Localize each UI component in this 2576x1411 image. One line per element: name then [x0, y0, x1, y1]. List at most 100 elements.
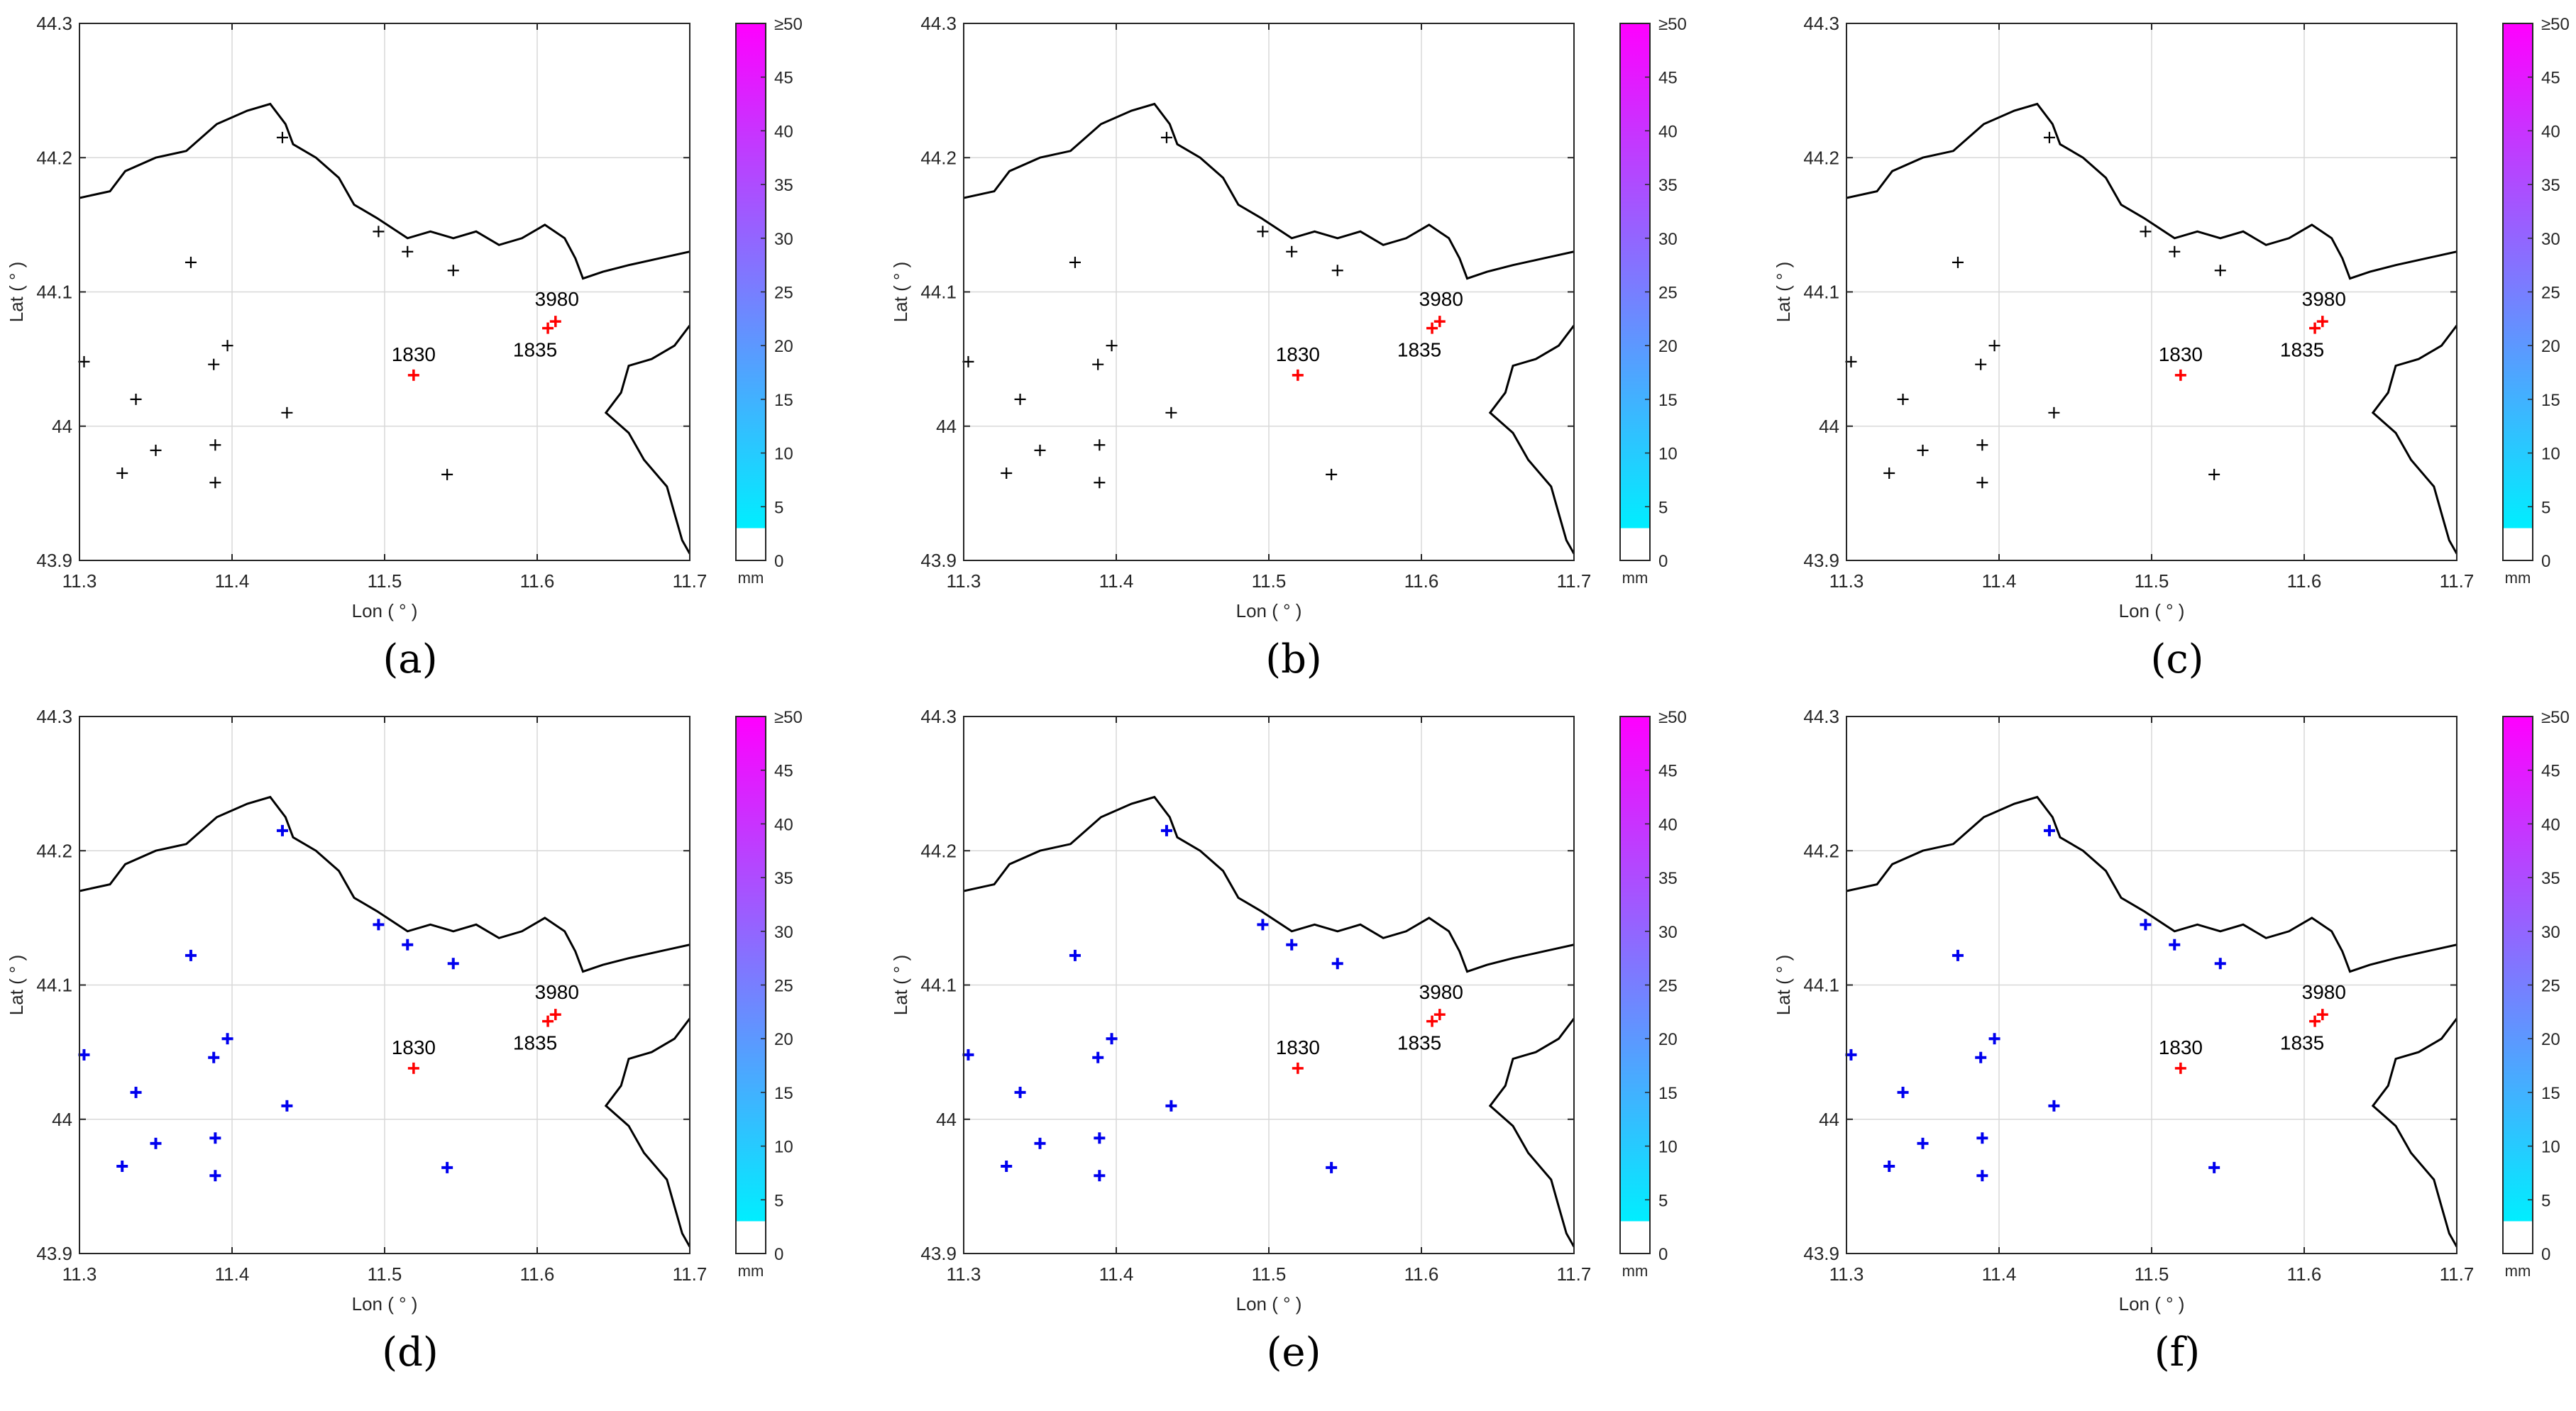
heatmap-cell — [2014, 439, 2030, 454]
heatmap-cell — [293, 157, 309, 172]
heatmap-cell — [293, 131, 309, 145]
heatmap-cell — [1070, 238, 1086, 253]
heatmap-cell — [1360, 533, 1377, 548]
heatmap-cell — [2197, 493, 2213, 507]
heatmap-cell — [2213, 36, 2229, 51]
heatmap-cell — [2304, 278, 2321, 293]
heatmap-cell — [232, 292, 248, 306]
heatmap-cell — [1846, 50, 1863, 65]
heatmap-cell — [1406, 507, 1422, 521]
heatmap-cell — [552, 224, 568, 239]
heatmap-cell — [79, 157, 96, 172]
heatmap-cell — [1922, 265, 1939, 280]
heatmap-cell — [2365, 278, 2382, 293]
heatmap-cell — [171, 372, 187, 387]
heatmap-cell — [2152, 359, 2168, 373]
heatmap-cell — [2411, 426, 2427, 441]
heatmap-cell — [1040, 63, 1056, 78]
heatmap-cell — [186, 533, 202, 548]
heatmap-cell — [1147, 453, 1163, 467]
heatmap-cell — [1009, 211, 1025, 226]
heatmap-cell — [1116, 520, 1133, 534]
heatmap-cell — [1969, 426, 1985, 441]
heatmap-cell — [1528, 265, 1544, 280]
heatmap-cell — [1101, 265, 1117, 280]
heatmap-cell — [1086, 426, 1102, 441]
heatmap-cell — [2396, 211, 2412, 226]
heatmap-cell — [2289, 399, 2305, 414]
heatmap-cell — [1299, 278, 1316, 293]
heatmap-cell — [583, 117, 599, 132]
heatmap-cell — [522, 104, 538, 118]
heatmap-cell — [1192, 184, 1209, 199]
heatmap-cell — [202, 23, 218, 38]
heatmap-cell — [964, 399, 980, 414]
heatmap-cell — [186, 184, 202, 199]
heatmap-cell — [1969, 198, 1985, 212]
heatmap-cell — [1208, 224, 1224, 239]
heatmap-cell — [2350, 131, 2366, 145]
heatmap-cell — [674, 36, 690, 51]
heatmap-cell — [1299, 171, 1316, 185]
heatmap-cell — [125, 426, 141, 441]
heatmap-cell — [1938, 507, 1954, 521]
heatmap-cell — [2014, 131, 2030, 145]
heatmap-cell — [2304, 63, 2321, 78]
heatmap-cell — [94, 104, 111, 118]
heatmap-cell — [491, 345, 507, 360]
heatmap-cell — [293, 104, 309, 118]
heatmap-cell — [461, 157, 477, 172]
heatmap-cell — [476, 533, 492, 548]
heatmap-cell — [1284, 533, 1300, 548]
heatmap-cell — [1953, 493, 1969, 507]
heatmap-cell — [1147, 359, 1163, 373]
heatmap-cell — [552, 23, 568, 38]
heatmap-cell — [446, 117, 462, 132]
heatmap-cell — [1101, 412, 1117, 427]
heatmap-cell — [598, 547, 615, 560]
heatmap-cell — [1223, 372, 1239, 387]
heatmap-cell — [1299, 345, 1316, 360]
heatmap-cell — [2319, 332, 2335, 346]
heatmap-cell — [1009, 426, 1025, 441]
heatmap-cell — [629, 144, 645, 158]
heatmap-cell — [430, 184, 446, 199]
heatmap-cell — [1892, 466, 1908, 481]
heatmap-cell — [2091, 305, 2107, 319]
heatmap-cell — [338, 198, 355, 212]
heatmap-cell — [1543, 238, 1560, 253]
heatmap-cell — [1558, 493, 1574, 507]
heatmap-cell — [186, 399, 202, 414]
heatmap-cell — [491, 198, 507, 212]
heatmap-cell — [1436, 493, 1453, 507]
heatmap-cell — [2197, 439, 2213, 454]
heatmap-cell — [2243, 224, 2259, 239]
heatmap-cell — [1070, 77, 1086, 92]
heatmap-cell — [125, 157, 141, 172]
heatmap-cell — [2396, 131, 2412, 145]
heatmap-cell — [2014, 507, 2030, 521]
heatmap-cell — [1086, 332, 1102, 346]
heatmap-cell — [598, 77, 615, 92]
heatmap-cell — [1467, 332, 1483, 346]
heatmap-cell — [1116, 278, 1133, 293]
heatmap-cell — [476, 77, 492, 92]
heatmap-cell — [1147, 305, 1163, 319]
heatmap-cell — [2014, 533, 2030, 548]
heatmap-cell — [2304, 385, 2321, 400]
heatmap-cell — [2350, 426, 2366, 441]
heatmap-cell — [994, 305, 1011, 319]
heatmap-cell — [2106, 359, 2122, 373]
heatmap-cell — [2167, 36, 2183, 51]
heatmap-cell — [2228, 480, 2244, 494]
heatmap-cell — [125, 117, 141, 132]
heatmap-cell — [1192, 131, 1209, 145]
heatmap-cell — [293, 319, 309, 333]
heatmap-cell — [674, 144, 690, 158]
heatmap-cell — [1360, 319, 1377, 333]
x-tick-label: 11.6 — [520, 570, 555, 592]
heatmap-cell — [1436, 171, 1453, 185]
heatmap-cell — [1482, 23, 1499, 38]
heatmap-cell — [415, 157, 431, 172]
heatmap-cell — [613, 412, 629, 427]
